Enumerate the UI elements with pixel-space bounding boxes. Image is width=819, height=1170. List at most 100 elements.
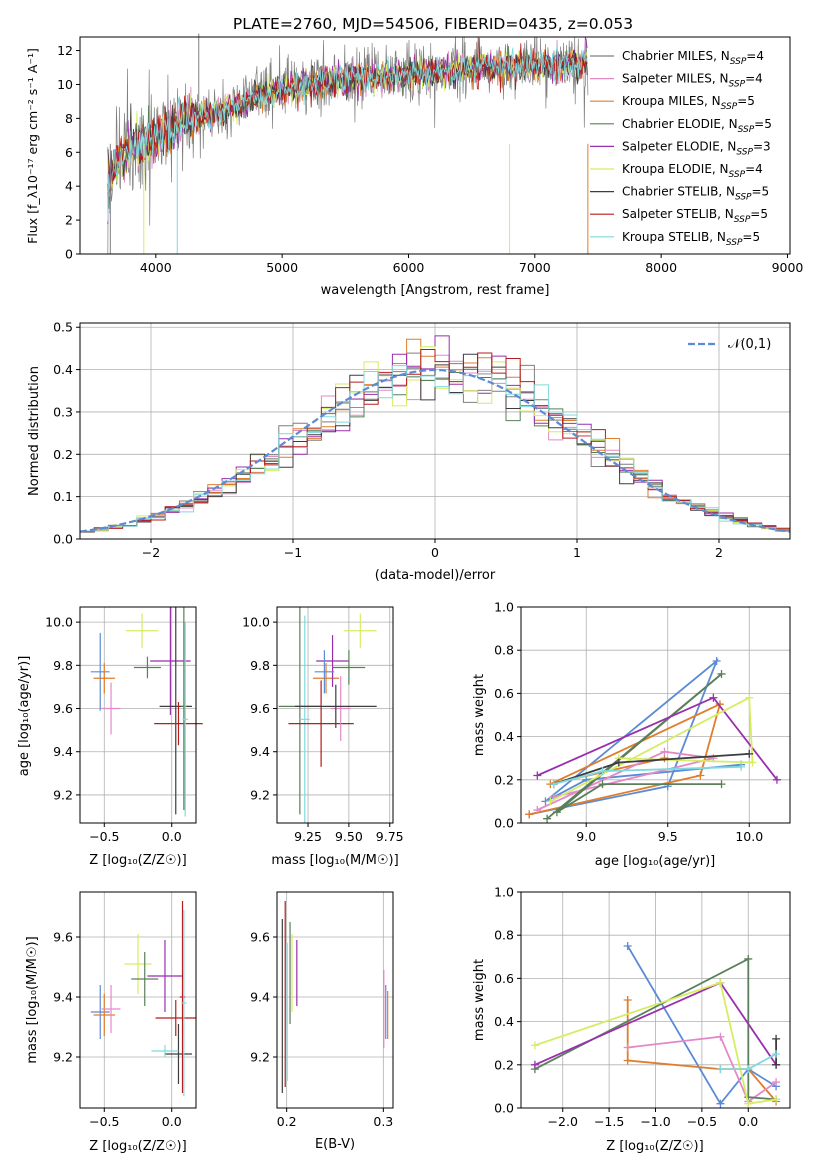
z-mass-xlabel: Z [log₁₀(Z/Z☉)]	[89, 1139, 186, 1154]
y-tick-label: 0.1	[53, 489, 73, 504]
x-tick-label: −0.5	[89, 829, 119, 844]
z-age-ylabel: age [log₁₀(age/yr)]	[17, 656, 32, 777]
y-tick-label: 10	[57, 77, 73, 92]
errorbar-point	[343, 613, 377, 649]
ebv-mass-frame	[276, 891, 394, 1109]
y-tick-label: 0.6	[494, 971, 514, 986]
legend-label-sub: SSP	[736, 147, 753, 157]
x-tick-label: 9.0	[576, 829, 596, 844]
errorbar-point	[316, 635, 349, 687]
z-weights-panel: −2.0 −1.5 −1.0 −0.5 0.0 0.0 0.2 0.4 0.6 0.8 1.0 Z …	[472, 885, 791, 1154]
weight-marker	[745, 749, 754, 758]
y-tick-label: 0.8	[494, 643, 514, 658]
y-tick-label: 9.6	[53, 930, 73, 945]
weight-marker	[709, 693, 718, 702]
x-tick-label: 2	[715, 545, 723, 560]
x-tick-label: 9000	[772, 260, 804, 275]
errorbar-point	[93, 663, 116, 694]
y-tick-label: 9.2	[250, 787, 270, 802]
errorbar-point	[294, 684, 377, 728]
y-tick-label: 1.0	[494, 600, 514, 615]
spectrum-frame	[79, 36, 791, 255]
y-tick-label: 9.8	[250, 658, 270, 673]
errorbar-point	[314, 650, 335, 694]
legend-label-main: Kroupa ELODIE, N	[622, 162, 729, 176]
weight-marker	[716, 978, 725, 987]
y-tick-label: 2	[65, 213, 73, 228]
errorbar-point	[154, 702, 203, 746]
errorbar-point	[124, 934, 152, 994]
legend-label: Kroupa MILES, NSSP=5	[622, 94, 755, 112]
legend-label: Salpeter STELIB, NSSP=5	[622, 207, 768, 225]
legend-label-main: Salpeter STELIB, N	[622, 207, 734, 221]
weight-marker	[716, 1099, 725, 1108]
y-tick-label: 9.6	[250, 701, 270, 716]
weight-marker	[772, 1078, 781, 1087]
z-age-panel: −0.5 0.09.29.49.69.810.0 Z [log₁₀(Z/Z☉)] …	[17, 606, 203, 868]
legend-label-tail: =5	[737, 94, 755, 108]
y-tick-label: 0.0	[494, 1101, 514, 1116]
errorbar-point	[133, 656, 161, 679]
weight-marker	[717, 669, 726, 678]
errorbar-point	[93, 994, 116, 1036]
y-tick-label: 9.2	[53, 787, 73, 802]
y-tick-label: 9.6	[53, 701, 73, 716]
x-tick-label: 0	[431, 545, 439, 560]
y-tick-label: 0.0	[494, 816, 514, 831]
x-tick-label: 0.3	[373, 1114, 393, 1129]
weight-marker	[772, 1050, 781, 1058]
x-tick-label: −0.5	[687, 1114, 717, 1129]
errorbar-point	[278, 607, 322, 815]
legend-label-tail: =4	[745, 72, 763, 86]
legend-label-sub: SSP	[735, 193, 752, 203]
y-tick-label: 0.3	[53, 404, 73, 419]
y-tick-label: 9.4	[53, 744, 73, 759]
mass-age-frame	[276, 606, 394, 824]
legend-label-tail: =5	[742, 230, 760, 244]
z-mass-ylabel: mass [log₁₀(M/M☉)]	[25, 936, 40, 1063]
z-age-frame	[79, 606, 197, 824]
legend-label-main: Salpeter ELODIE, N	[622, 139, 736, 153]
spectrum-line	[107, 47, 588, 185]
weight-marker	[772, 1095, 781, 1104]
x-tick-label: −0.5	[89, 1114, 119, 1129]
y-tick-label: 0.6	[494, 686, 514, 701]
errorbar-point	[151, 1045, 179, 1057]
legend-label: Chabrier ELODIE, NSSP=5	[622, 117, 772, 135]
legend-label: Salpeter MILES, NSSP=4	[622, 72, 763, 90]
errorbar-point	[299, 615, 310, 823]
weight-marker	[533, 806, 542, 815]
y-tick-label: 9.4	[53, 990, 73, 1005]
legend-label: Chabrier STELIB, NSSP=5	[622, 185, 769, 203]
y-tick-label: 8	[65, 111, 73, 126]
errorbar-point	[131, 952, 159, 1006]
legend-label-sub: SSP	[726, 238, 743, 248]
y-tick-label: 9.2	[250, 1050, 270, 1065]
weight-marker	[623, 996, 632, 1004]
legend-label-sub: SSP	[721, 102, 738, 112]
weight-marker	[546, 797, 555, 806]
residuals-ylabel: Normed distribution	[27, 366, 42, 496]
gaussian-curve	[79, 368, 791, 533]
errorbar-point	[164, 1024, 192, 1084]
y-tick-label: 0.5	[53, 320, 73, 335]
legend-label-tail: =4	[746, 49, 764, 63]
x-tick-label: 9.50	[335, 829, 363, 844]
weight-marker	[772, 775, 781, 784]
errorbar-point	[90, 632, 110, 711]
errorbar-point	[288, 680, 354, 767]
residuals-panel: −2 −1 0 1 2 0.0 0.1 0.2 0.3 0.4 0.5 (data-model)/e…	[27, 320, 791, 583]
y-tick-label: 9.8	[53, 658, 73, 673]
z-mass-panel: −0.5 0.0 9.2 9.4 9.6 Z [log₁₀(Z/Z☉)] mass [l…	[25, 891, 197, 1154]
x-tick-label: 7000	[519, 260, 551, 275]
errorbar-point	[181, 910, 187, 1096]
legend-label-tail: =3	[753, 139, 771, 153]
x-tick-label: 9.75	[376, 829, 404, 844]
y-tick-label: 0	[65, 247, 73, 262]
legend-label-main: Chabrier MILES, N	[622, 49, 730, 63]
weight-marker	[623, 1056, 632, 1065]
weight-marker	[660, 747, 669, 756]
errorbar-point	[147, 940, 183, 1012]
spectrum-ylabel: Flux [f_λ10⁻¹⁷ erg cm⁻² s⁻¹ A⁻¹]	[25, 48, 40, 244]
